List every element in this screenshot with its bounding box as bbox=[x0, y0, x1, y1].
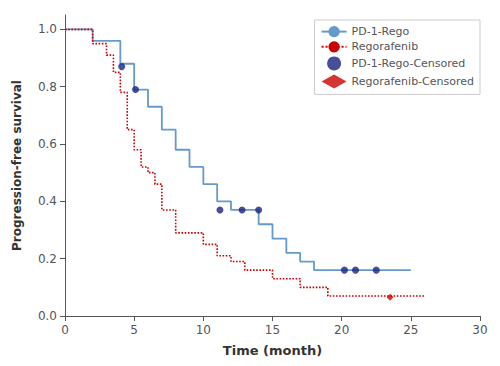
svg-text:0.8: 0.8 bbox=[38, 80, 57, 94]
svg-text:0: 0 bbox=[61, 323, 69, 337]
svg-text:10: 10 bbox=[196, 323, 211, 337]
svg-text:0.2: 0.2 bbox=[38, 252, 57, 266]
svg-text:20: 20 bbox=[334, 323, 349, 337]
svg-text:25: 25 bbox=[403, 323, 418, 337]
svg-text:PD-1-Rego: PD-1-Rego bbox=[352, 25, 410, 38]
svg-text:PD-1-Rego-Censored: PD-1-Rego-Censored bbox=[352, 57, 466, 70]
svg-text:30: 30 bbox=[472, 323, 487, 337]
svg-text:0.6: 0.6 bbox=[38, 137, 57, 151]
svg-text:15: 15 bbox=[265, 323, 280, 337]
svg-text:Regorafenib-Censored: Regorafenib-Censored bbox=[352, 75, 474, 88]
svg-text:Regorafenib: Regorafenib bbox=[352, 40, 419, 53]
svg-text:0.4: 0.4 bbox=[38, 194, 57, 208]
svg-text:5: 5 bbox=[130, 323, 138, 337]
svg-text:0.0: 0.0 bbox=[38, 309, 57, 323]
svg-text:Progression-free survival: Progression-free survival bbox=[10, 80, 24, 251]
svg-text:Time (month): Time (month) bbox=[223, 343, 322, 358]
svg-text:1.0: 1.0 bbox=[38, 22, 57, 36]
